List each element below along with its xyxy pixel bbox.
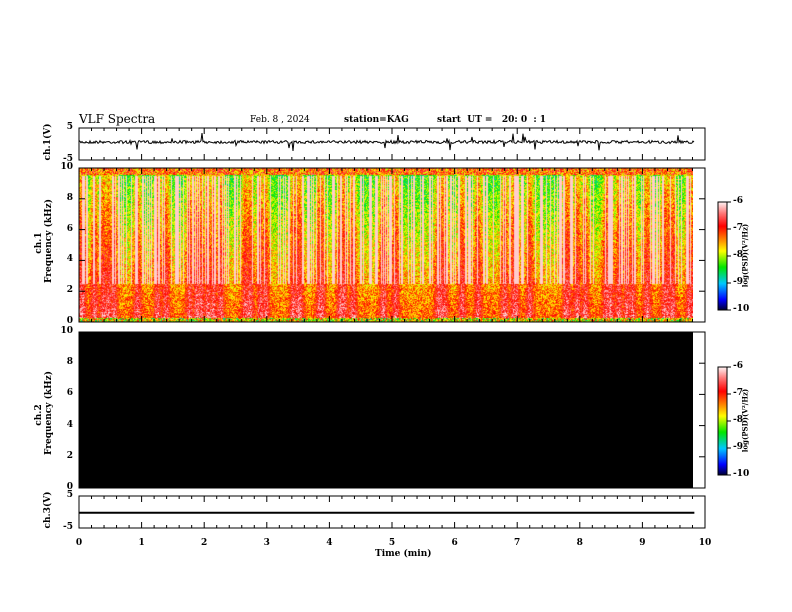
colorbar-tick-label: -7 — [733, 223, 743, 233]
colorbar-tick-label: -10 — [733, 304, 750, 314]
colorbar-tick-label: -6 — [733, 196, 743, 206]
ch2-spectrogram — [79, 332, 693, 488]
station-label: station=KAG — [344, 115, 409, 125]
ch2-freq-axis-label: Frequency (kHz) — [44, 370, 54, 455]
ch1-freq-label: ch.1 Frequency (kHz) — [34, 199, 54, 283]
colorbar-tick-label: -6 — [733, 361, 743, 371]
x-axis-label: Time (min) — [375, 549, 432, 559]
x-tick-label: 5 — [388, 538, 396, 548]
colorbar-tick-label: -10 — [733, 469, 750, 479]
y-tick-label: 8 — [66, 192, 73, 203]
ch1-freq-axis-label: Frequency (kHz) — [44, 198, 54, 283]
x-tick-label: 7 — [514, 538, 521, 548]
ch1-waveform — [78, 133, 695, 151]
x-tick-label: 1 — [138, 538, 145, 548]
ch2-freq-label: ch.2 Frequency (kHz) — [34, 371, 54, 455]
colorbar-tick-label: -8 — [733, 415, 743, 425]
ch1-colorbar — [718, 202, 727, 310]
y-tick-label: 2 — [66, 450, 73, 461]
y-tick-label: 6 — [66, 223, 73, 234]
x-tick-label: 2 — [201, 538, 208, 548]
x-tick-label: 0 — [75, 538, 83, 548]
y-tick-label: 0 — [66, 316, 73, 326]
y-tick-label: -5 — [63, 154, 73, 164]
x-tick-label: 9 — [639, 538, 646, 548]
y-tick-label: 4 — [66, 254, 73, 265]
start-time-label: start UT = 20: 0 : 1 — [437, 115, 547, 125]
panel-frame-2 — [78, 331, 706, 489]
ch2-colorbar — [718, 367, 727, 475]
colorbar-tick-label: -8 — [733, 250, 743, 260]
y-tick-label: 2 — [66, 285, 73, 296]
y-tick-label: -5 — [63, 522, 73, 532]
x-tick-label: 10 — [698, 538, 712, 548]
y-tick-label: 0 — [66, 482, 73, 492]
colorbar-frame — [717, 366, 728, 476]
x-tick-label: 4 — [326, 538, 333, 548]
y-tick-label: 4 — [66, 419, 73, 430]
ch1-panel-label: ch.1 — [34, 232, 44, 254]
y-tick-label: 10 — [60, 326, 73, 336]
panel-frame-1 — [78, 167, 706, 323]
x-tick-label: 6 — [451, 538, 458, 548]
y-tick-label: 6 — [66, 388, 73, 399]
x-tick-label: 8 — [576, 538, 583, 548]
colorbar-tick-label: -9 — [733, 442, 743, 452]
ch1-spectrogram — [79, 168, 693, 322]
ch1-volt-label: ch.1(V) — [43, 123, 53, 161]
colorbar-tick-label: -7 — [733, 388, 743, 398]
y-tick-label: 10 — [60, 162, 73, 172]
colorbar-frame — [717, 201, 728, 311]
ch2-panel-label: ch.2 — [34, 404, 44, 426]
ch3-volt-label: ch.3(V) — [43, 491, 53, 529]
figure-title: VLF Spectra — [79, 112, 156, 126]
y-tick-label: 5 — [66, 490, 73, 500]
date-label: Feb. 8 , 2024 — [250, 115, 310, 125]
colorbar-tick-label: -9 — [733, 277, 743, 287]
y-tick-label: 8 — [66, 357, 73, 368]
y-tick-label: 5 — [66, 122, 73, 132]
x-tick-label: 3 — [263, 538, 270, 548]
